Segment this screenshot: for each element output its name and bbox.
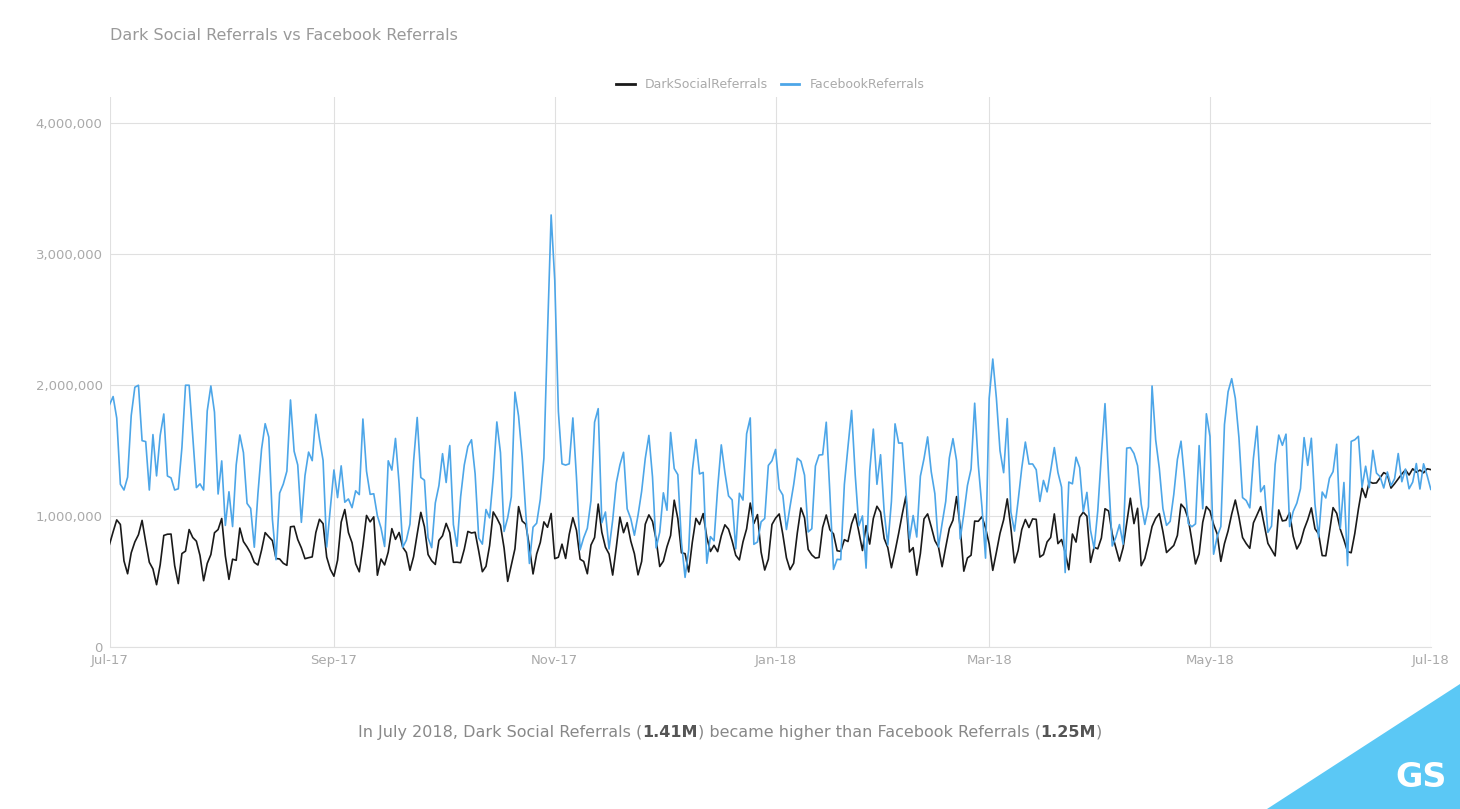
Text: GS: GS (1396, 761, 1447, 794)
Polygon shape (1267, 684, 1460, 809)
Text: In July 2018, Dark Social Referrals (: In July 2018, Dark Social Referrals ( (358, 725, 642, 739)
Text: Dark Social Referrals vs Facebook Referrals: Dark Social Referrals vs Facebook Referr… (110, 28, 457, 44)
Text: ): ) (1096, 725, 1102, 739)
Text: 1.41M: 1.41M (642, 725, 698, 739)
Text: ) became higher than Facebook Referrals (: ) became higher than Facebook Referrals … (698, 725, 1041, 739)
Text: 1.25M: 1.25M (1041, 725, 1096, 739)
Legend: DarkSocialReferrals, FacebookReferrals: DarkSocialReferrals, FacebookReferrals (612, 73, 929, 96)
